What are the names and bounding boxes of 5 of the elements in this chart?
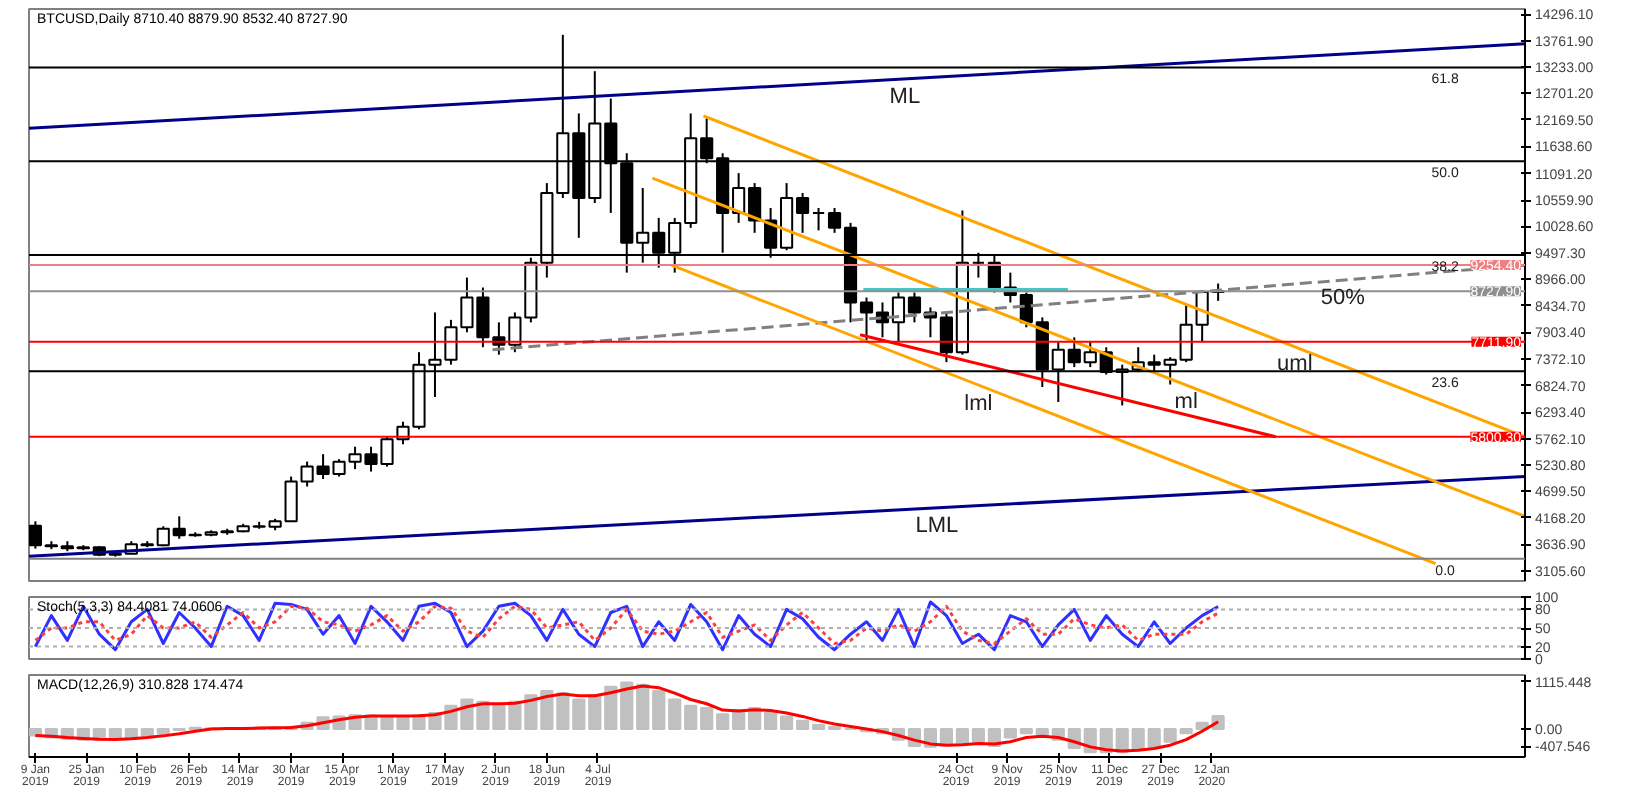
annotation: ml — [1174, 390, 1198, 415]
annotation: lml — [964, 391, 993, 416]
annotation: ML — [889, 84, 921, 109]
annotation: LML — [915, 513, 959, 538]
annotation: 50% — [1320, 286, 1366, 311]
